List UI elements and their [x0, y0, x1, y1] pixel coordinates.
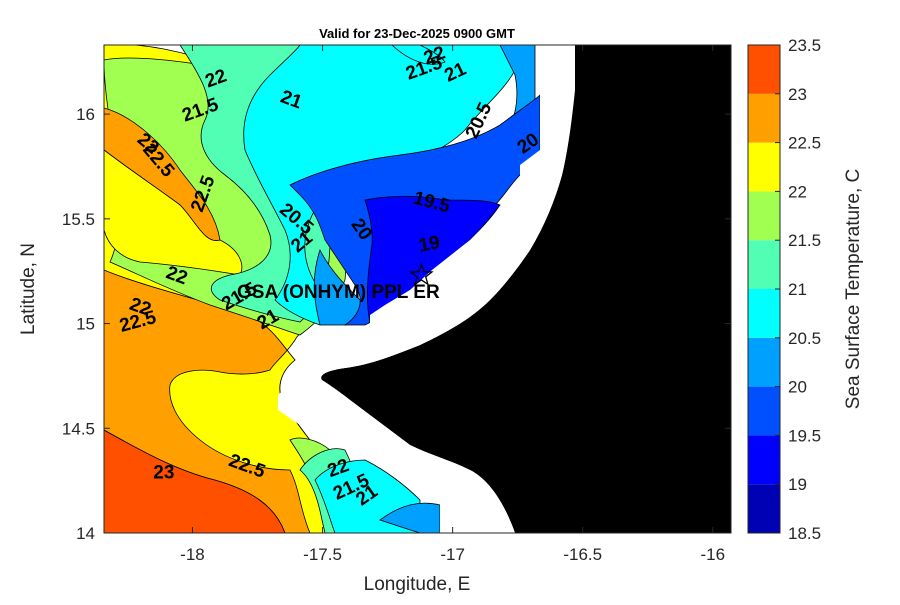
colorbar-swatch [748, 93, 780, 143]
colorbar-tick-label: 22 [788, 182, 807, 201]
colorbar-swatch [748, 240, 780, 289]
y-tick-label: 16 [76, 105, 95, 124]
contour-label: 23 [153, 462, 174, 483]
contour-label: 19 [417, 232, 441, 256]
colorbar-swatch [748, 191, 780, 241]
chart-title: Valid for 23-Dec-2025 0900 GMT [319, 26, 515, 41]
colorbar: 18.5 19 19.5 20 20.5 21 21.5 22 22.5 23 23.5 [747, 36, 821, 543]
colorbar-tick-label: 18.5 [788, 524, 821, 543]
colorbar-tick-label: 19.5 [788, 426, 821, 445]
colorbar-tick-label: 21.5 [788, 231, 821, 250]
colorbar-tick-label: 20 [788, 378, 807, 397]
colorbar-tick-label: 21 [788, 280, 807, 299]
no-data-mask [278, 45, 575, 533]
x-tick-label: -17.5 [303, 545, 342, 564]
y-axis-label: Latitude, N [18, 243, 39, 335]
x-tick-label: -16.5 [563, 545, 602, 564]
y-tick-label: 15 [76, 315, 95, 334]
x-axis-label: Longitude, E [364, 574, 471, 595]
colorbar-tick-label: 22.5 [788, 134, 821, 153]
colorbar-tick-label: 23.5 [788, 36, 821, 55]
colorbar-swatch [748, 386, 780, 436]
colorbar-swatch [748, 484, 780, 533]
x-tick-label: -17 [440, 545, 465, 564]
colorbar-label: Sea Surface Temperature, C [843, 169, 864, 409]
colorbar-swatch [748, 435, 780, 485]
land-mask [321, 45, 731, 533]
station-star-icon [409, 262, 434, 286]
station-label: GSA (ONHYM) PPL ER [237, 282, 440, 303]
colorbar-swatch [748, 337, 780, 387]
x-tick-label: -16 [700, 545, 725, 564]
y-axis-ticks: 14 14.5 15 15.5 16 [62, 105, 731, 543]
colorbar-tick-label: 20.5 [788, 329, 821, 348]
colorbar-swatch [748, 142, 780, 192]
band-22-22.5-north [104, 149, 243, 276]
station-marker: GSA (ONHYM) PPL ER [237, 262, 440, 303]
colorbar-swatch [748, 45, 780, 94]
goree-island [347, 392, 351, 396]
x-axis-ticks: -18 -17.5 -17 -16.5 -16 [180, 45, 725, 564]
y-tick-label: 15.5 [62, 210, 95, 229]
colorbar-tick-label: 23 [788, 85, 807, 104]
plot-frame [103, 44, 732, 534]
x-tick-label: -18 [180, 545, 205, 564]
colorbar-swatch [748, 289, 780, 338]
y-tick-label: 14 [76, 524, 95, 543]
y-tick-label: 14.5 [62, 419, 95, 438]
colorbar-tick-label: 19 [788, 475, 807, 494]
plot-area [104, 45, 731, 533]
